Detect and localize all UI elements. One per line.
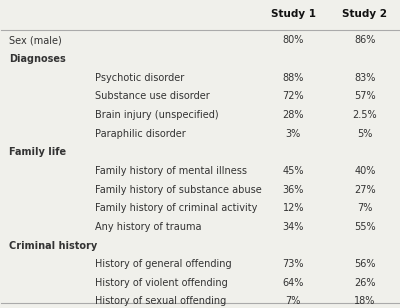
Text: History of sexual offending: History of sexual offending (95, 296, 226, 306)
Text: History of general offending: History of general offending (95, 259, 231, 269)
Text: 26%: 26% (354, 278, 376, 288)
Text: 5%: 5% (357, 129, 372, 139)
Text: 55%: 55% (354, 222, 376, 232)
Text: 88%: 88% (283, 73, 304, 83)
Text: 34%: 34% (283, 222, 304, 232)
Text: Family history of mental illness: Family history of mental illness (95, 166, 247, 176)
Text: 2.5%: 2.5% (352, 110, 377, 120)
Text: 40%: 40% (354, 166, 376, 176)
Text: 83%: 83% (354, 73, 376, 83)
Text: Paraphilic disorder: Paraphilic disorder (95, 129, 186, 139)
Text: Psychotic disorder: Psychotic disorder (95, 73, 184, 83)
Text: Study 2: Study 2 (342, 9, 387, 19)
Text: 7%: 7% (357, 203, 372, 213)
Text: Sex (male): Sex (male) (9, 35, 62, 45)
Text: 64%: 64% (283, 278, 304, 288)
Text: 72%: 72% (282, 91, 304, 101)
Text: Substance use disorder: Substance use disorder (95, 91, 210, 101)
Text: Any history of trauma: Any history of trauma (95, 222, 201, 232)
Text: 36%: 36% (283, 184, 304, 195)
Text: Family history of criminal activity: Family history of criminal activity (95, 203, 257, 213)
Text: 80%: 80% (283, 35, 304, 45)
Text: 18%: 18% (354, 296, 376, 306)
Text: Diagnoses: Diagnoses (9, 54, 66, 64)
Text: 56%: 56% (354, 259, 376, 269)
Text: Family life: Family life (9, 147, 66, 157)
Text: 27%: 27% (354, 184, 376, 195)
Text: History of violent offending: History of violent offending (95, 278, 228, 288)
Text: 7%: 7% (286, 296, 301, 306)
Text: 28%: 28% (282, 110, 304, 120)
Text: 45%: 45% (282, 166, 304, 176)
Text: Brain injury (unspecified): Brain injury (unspecified) (95, 110, 218, 120)
Text: 57%: 57% (354, 91, 376, 101)
Text: 86%: 86% (354, 35, 376, 45)
Text: 73%: 73% (282, 259, 304, 269)
Text: Criminal history: Criminal history (9, 241, 98, 250)
Text: Study 1: Study 1 (271, 9, 316, 19)
Text: Family history of substance abuse: Family history of substance abuse (95, 184, 262, 195)
Text: 3%: 3% (286, 129, 301, 139)
Text: 12%: 12% (282, 203, 304, 213)
